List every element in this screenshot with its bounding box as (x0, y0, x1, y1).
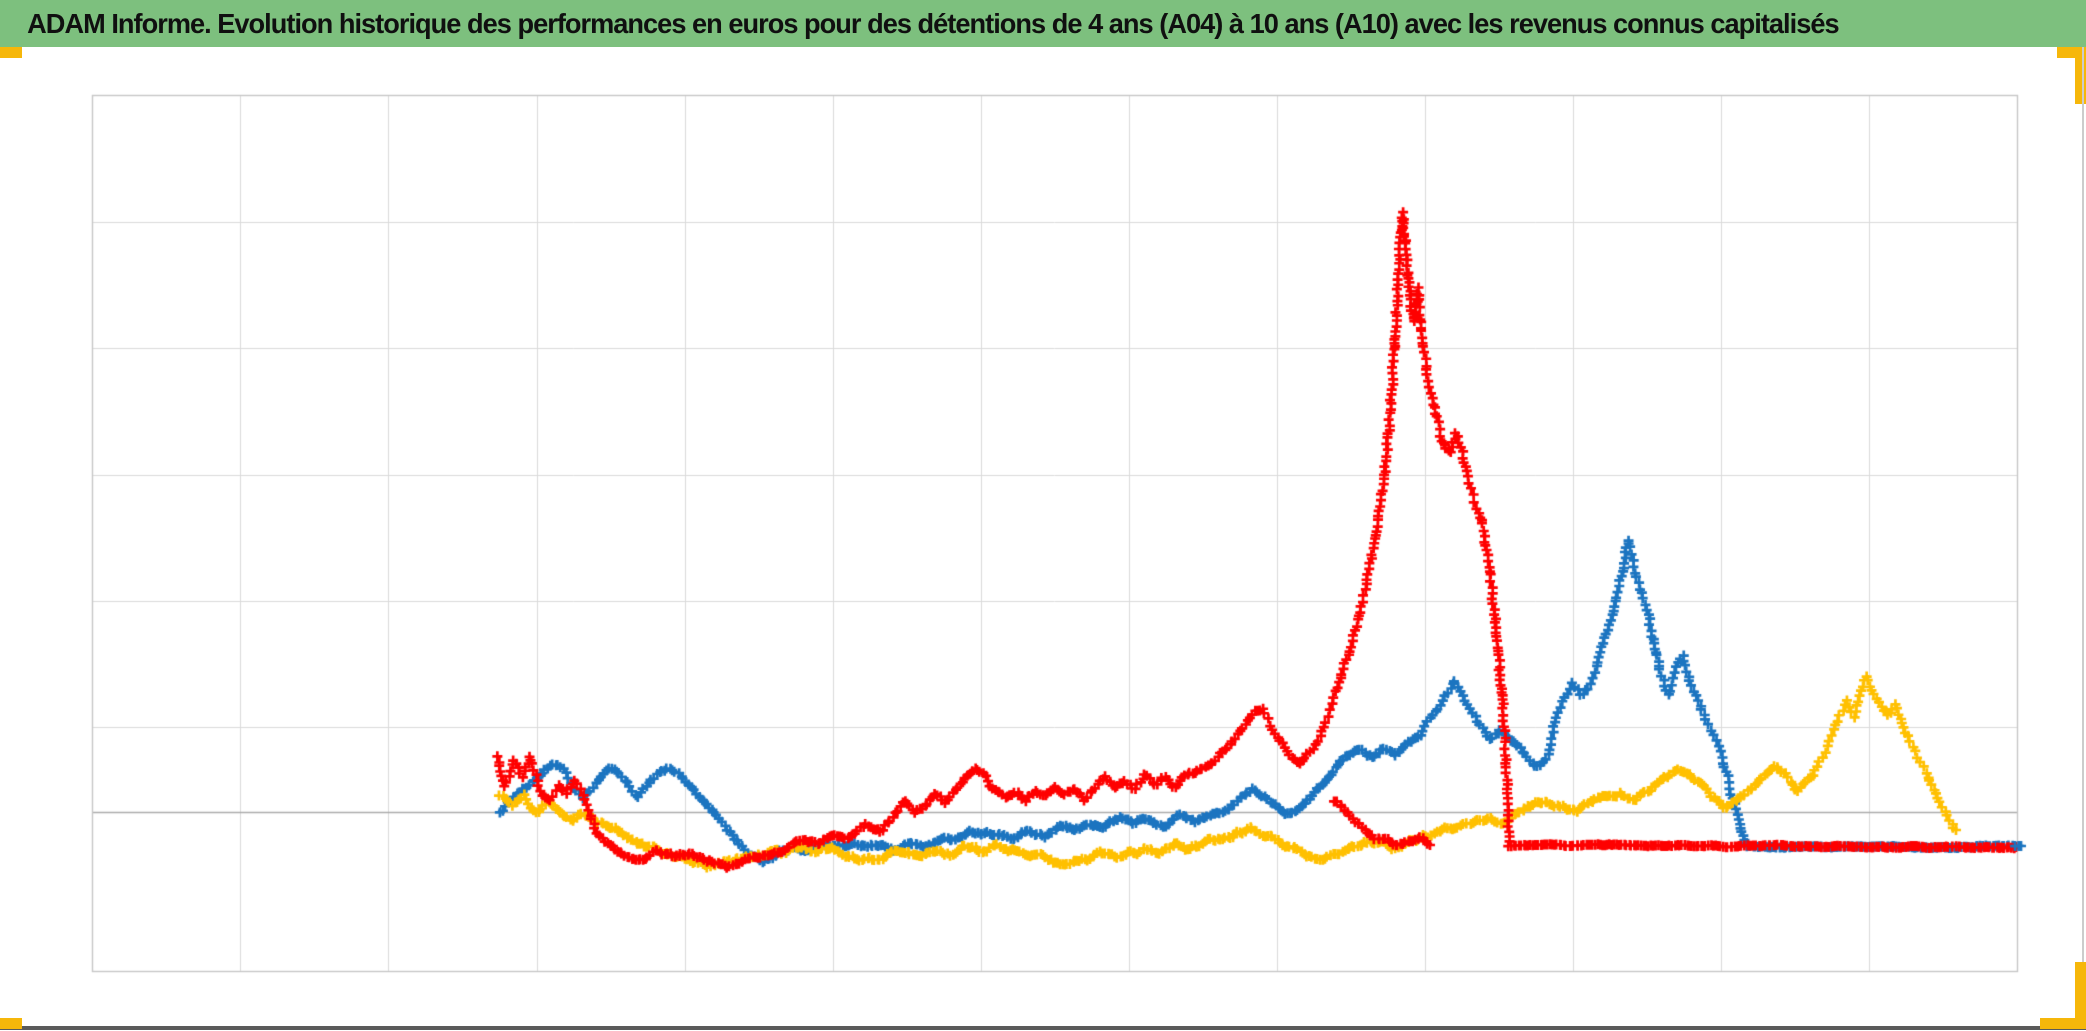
accent-bottom-left (0, 1018, 22, 1029)
page-bottom-border (0, 1026, 2086, 1030)
accent-bottom-right-vertical (2075, 962, 2086, 1029)
accent-bottom-right-horizontal (2040, 1018, 2086, 1029)
